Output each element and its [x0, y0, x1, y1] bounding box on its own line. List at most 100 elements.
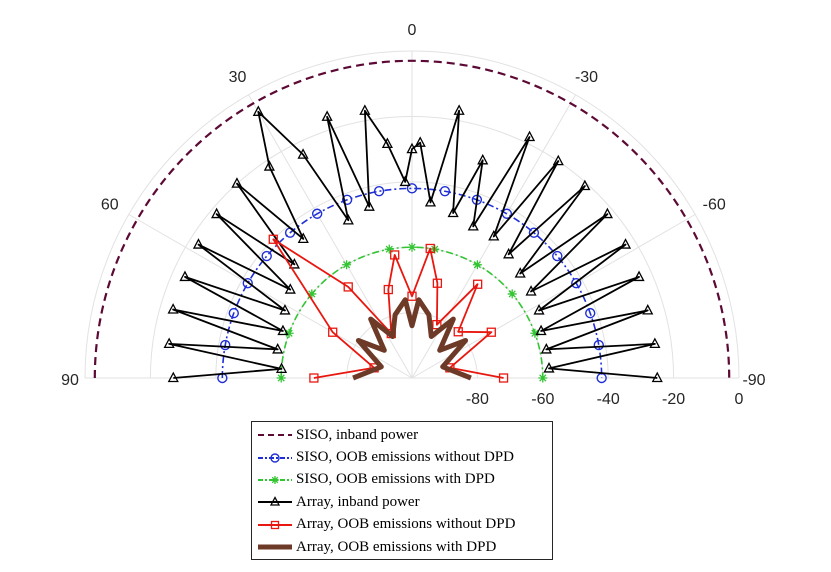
legend-label: Array, OOB emissions with DPD [296, 538, 497, 555]
legend-symbol [258, 452, 292, 463]
data-point [261, 250, 272, 262]
legend-entry: Array, inband power [256, 491, 548, 513]
r-tick-label: -20 [662, 391, 685, 408]
data-point [211, 207, 223, 219]
theta-tick-label: 30 [229, 69, 247, 86]
series-3 [276, 242, 548, 383]
data-point [503, 247, 515, 259]
legend-entry: SISO, OOB emissions with DPD [256, 469, 548, 491]
data-point [284, 283, 296, 294]
data-point [432, 278, 443, 288]
series-5 [268, 234, 509, 383]
data-point [390, 250, 400, 260]
data-point [307, 289, 317, 299]
data-point [373, 186, 385, 197]
data-point [530, 328, 540, 338]
legend-label: SISO, OOB emissions without DPD [296, 449, 514, 466]
data-point [649, 337, 661, 349]
data-point [601, 207, 613, 219]
polar-grid [84, 50, 740, 379]
data-point [309, 373, 319, 383]
data-point [384, 244, 394, 254]
series-layer [93, 59, 731, 384]
legend-entry: Array, OOB emissions with DPD [256, 536, 548, 558]
legend-symbol [258, 475, 292, 484]
legend-label: Array, inband power [296, 493, 420, 510]
series-4 [163, 104, 663, 383]
polar-chart: 90 60 30 0 -30 -60 -90 -80 -60 -40 -20 0 [61, 22, 766, 408]
data-point [642, 304, 654, 315]
data-point [538, 373, 548, 383]
data-point [272, 343, 284, 354]
data-point [498, 373, 509, 383]
data-point [406, 183, 418, 194]
data-point [593, 339, 604, 351]
data-point [359, 104, 371, 115]
data-point [424, 195, 437, 207]
data-point [467, 220, 479, 231]
legend-symbol [258, 434, 292, 437]
data-point [288, 258, 300, 269]
legend-symbol [258, 544, 292, 550]
data-point [268, 234, 278, 244]
data-point [179, 270, 191, 282]
data-point [407, 291, 417, 301]
data-point [321, 110, 333, 121]
data-point [192, 238, 205, 249]
r-tick-label: 0 [735, 391, 744, 408]
data-point [343, 282, 353, 292]
r-tick-label: -40 [597, 391, 620, 408]
data-point [328, 327, 338, 337]
data-point [414, 136, 426, 147]
legend-entry: SISO, OOB emissions without DPD [256, 446, 548, 468]
data-point [533, 304, 545, 315]
data-point [399, 175, 411, 187]
data-point [228, 307, 239, 319]
data-point [432, 320, 442, 330]
data-point [252, 105, 264, 116]
data-point [383, 284, 393, 295]
legend-label: Array, OOB emissions without DPD [296, 516, 516, 533]
data-point [341, 194, 353, 205]
series-line [93, 59, 731, 379]
data-point [540, 343, 552, 354]
data-point [585, 307, 596, 319]
data-point [231, 177, 243, 188]
tick-labels: 90 60 30 0 -30 -60 -90 -80 -60 -40 -20 0 [61, 22, 766, 408]
data-point [619, 238, 632, 249]
legend-entry: SISO, inband power [256, 424, 548, 446]
data-point [284, 328, 294, 338]
data-point [276, 373, 286, 383]
legend-symbol [258, 520, 292, 529]
legend-label: SISO, OOB emissions with DPD [296, 471, 495, 488]
theta-tick-label: -90 [742, 372, 765, 389]
data-point [579, 179, 591, 191]
data-point [407, 242, 417, 252]
data-point [425, 243, 435, 254]
r-tick-label: -80 [466, 391, 489, 408]
theta-tick-label: 60 [101, 197, 119, 214]
data-point [525, 285, 537, 296]
data-point [342, 260, 352, 270]
data-point [453, 104, 465, 115]
data-point [406, 142, 418, 154]
theta-tick-label: 0 [408, 22, 417, 39]
series-1 [93, 59, 731, 379]
data-point [297, 148, 309, 159]
data-point [381, 137, 393, 148]
series-line [352, 297, 472, 381]
data-point [453, 327, 463, 337]
data-point [297, 232, 309, 244]
data-point [263, 160, 275, 171]
data-point [633, 270, 645, 282]
data-point [651, 371, 663, 383]
series-line [221, 187, 603, 379]
series-2 [217, 183, 607, 384]
data-point [543, 362, 555, 373]
data-point [275, 362, 288, 374]
data-point [277, 324, 289, 336]
legend-entry: Array, OOB emissions without DPD [256, 514, 548, 536]
data-point [535, 324, 547, 336]
data-point [472, 279, 483, 289]
series-6 [352, 297, 472, 381]
